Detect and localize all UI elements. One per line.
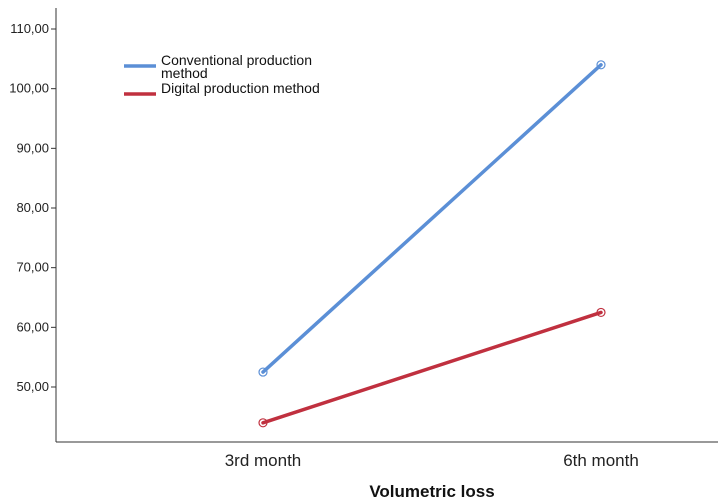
y-tick-label: 90,00 [16, 140, 49, 155]
legend-label: method [161, 65, 208, 81]
x-tick-label: 6th month [563, 451, 639, 470]
series-line [261, 63, 603, 374]
y-tick-label: 100,00 [9, 81, 49, 96]
data-point [258, 418, 268, 428]
x-axis-title: Volumetric loss [369, 482, 494, 501]
y-tick-label: 50,00 [16, 379, 49, 394]
x-category-labels: 3rd month 6th month [225, 451, 639, 470]
y-tick-label: 70,00 [16, 260, 49, 275]
data-point [596, 307, 606, 318]
data-point [258, 367, 268, 377]
series-line [261, 310, 603, 425]
legend-label: Digital production method [161, 80, 320, 96]
y-tick-label: 60,00 [16, 319, 49, 334]
series-layer [258, 60, 606, 428]
data-point [596, 60, 606, 70]
y-ticks: 50,00 60,00 70,00 80,00 90,00 100,00 110,00 [9, 21, 56, 394]
y-tick-label: 80,00 [16, 200, 49, 215]
y-tick-label: 110,00 [10, 21, 49, 36]
x-tick-label: 3rd month [225, 451, 302, 470]
legend-label: Conventional production [161, 52, 312, 68]
